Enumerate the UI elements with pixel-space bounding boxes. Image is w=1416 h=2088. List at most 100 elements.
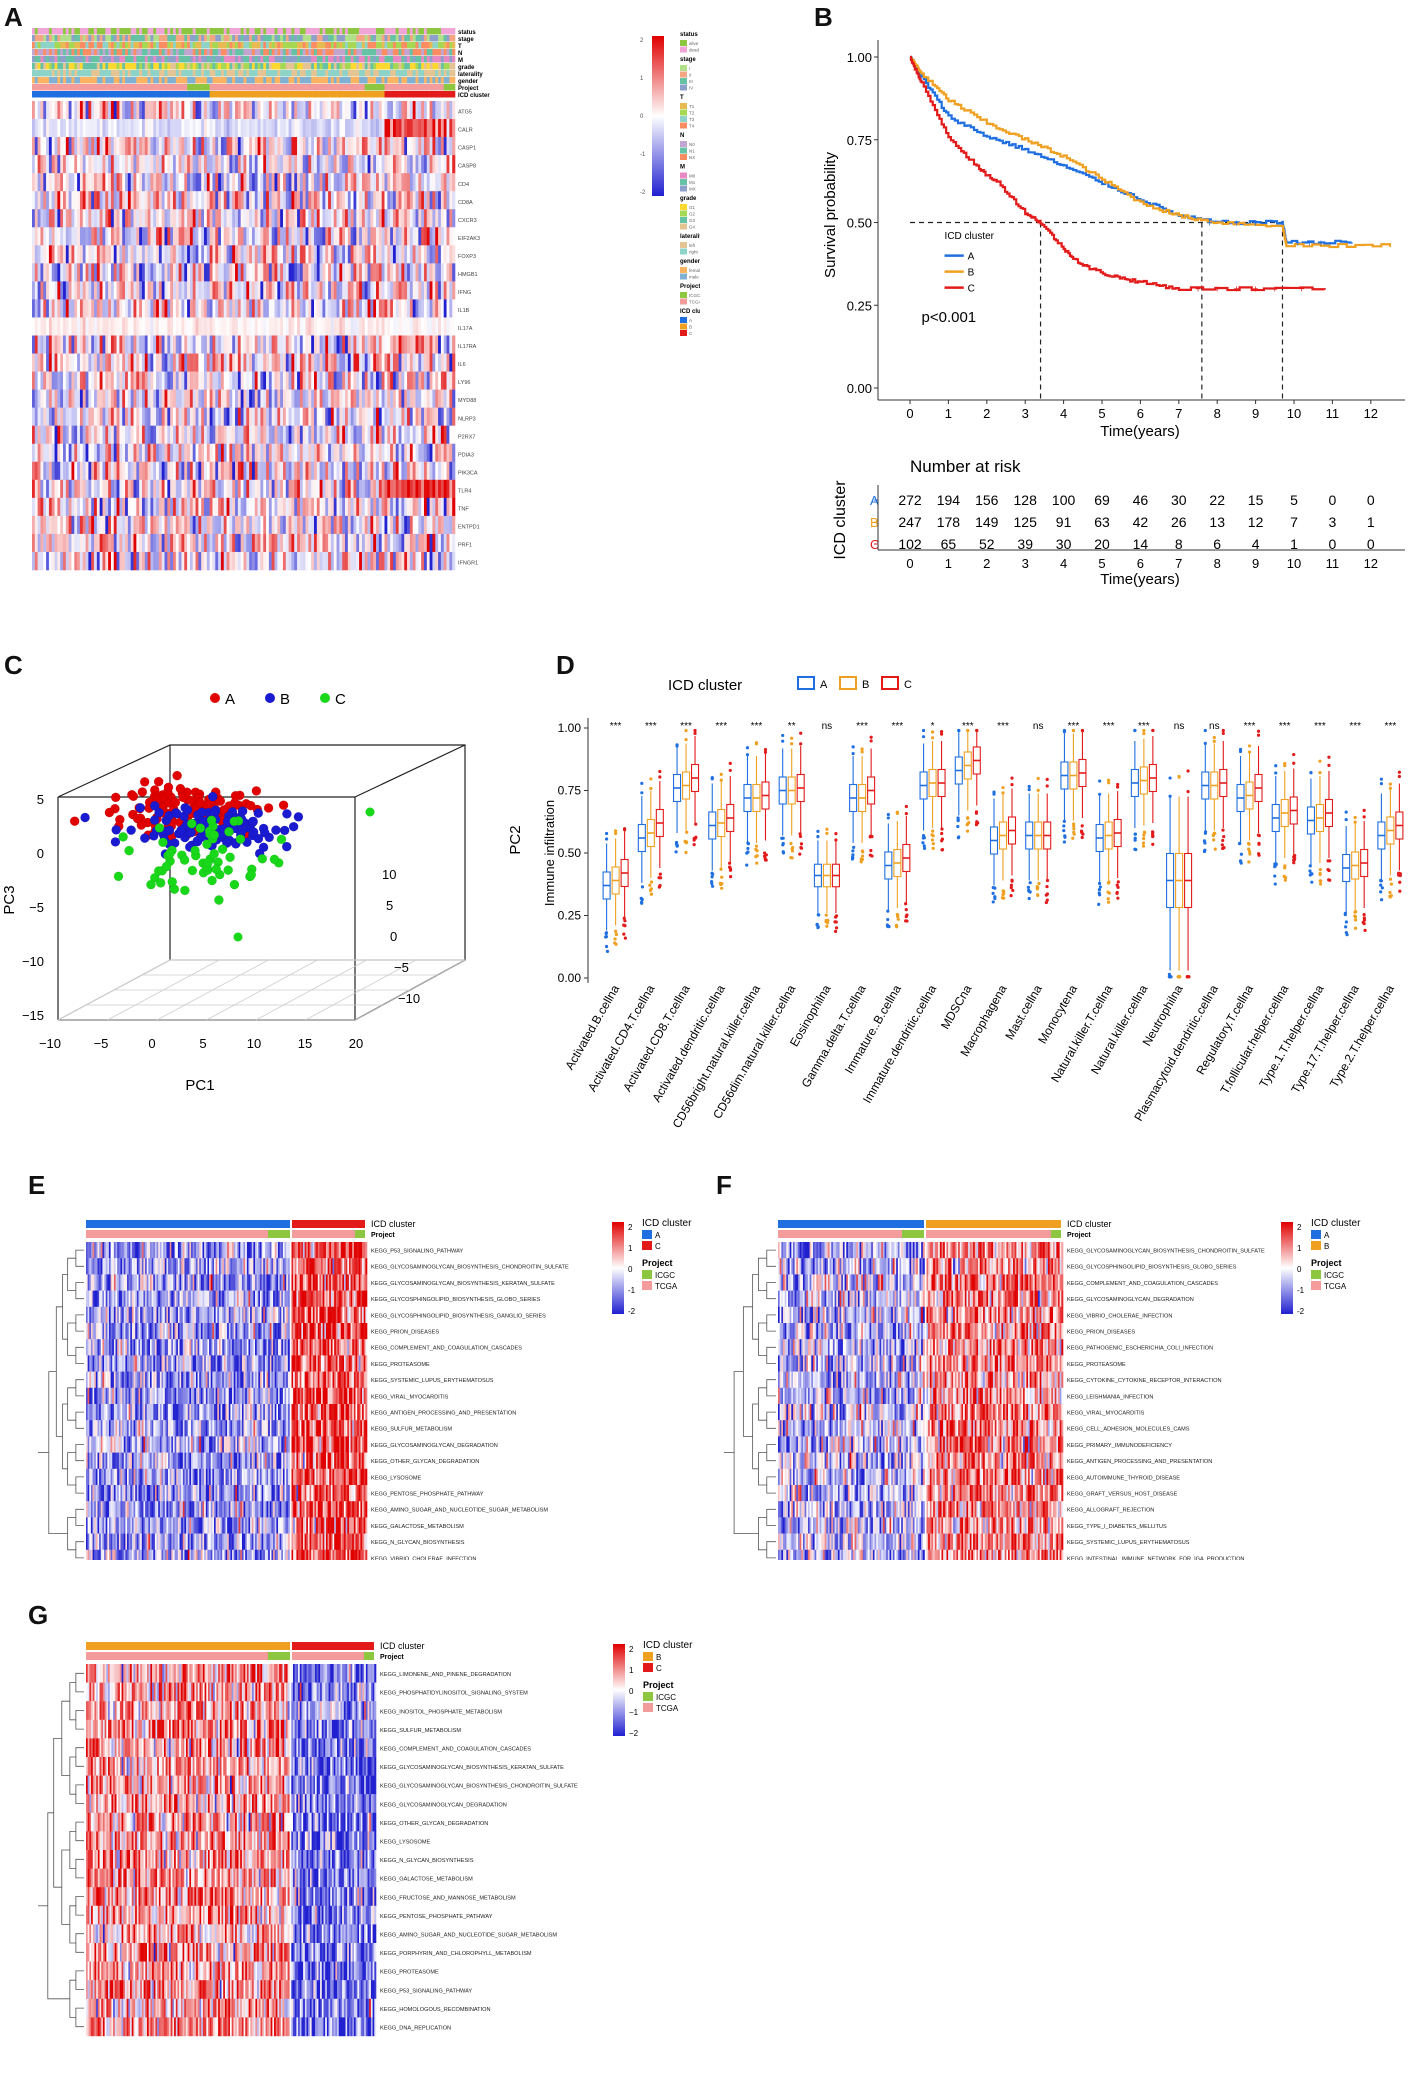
project-track-label: Project xyxy=(380,1654,404,1661)
legend-swatch xyxy=(1311,1281,1321,1290)
pc2-axis-title: PC2 xyxy=(507,825,524,854)
risk-value: 26 xyxy=(1171,514,1187,530)
outliers-A-6 xyxy=(815,829,821,930)
risk-value: 102 xyxy=(898,536,922,552)
gene-label-23: ENTPD1 xyxy=(458,525,480,531)
box-B-8 xyxy=(893,821,902,908)
significance-label: *** xyxy=(892,721,904,732)
legend-swatch xyxy=(680,204,687,210)
legend-label: B xyxy=(280,691,290,708)
box-B-0 xyxy=(611,838,620,926)
legend-item: A xyxy=(689,318,692,323)
pathway-label-19: KEGG_VIBRIO_CHOLERAE_INFECTION xyxy=(371,1556,476,1560)
outlier-point xyxy=(365,807,375,817)
pathway-label-5: KEGG_PRION_DISEASES xyxy=(1067,1330,1135,1336)
x-tick-label: 3 xyxy=(1022,406,1029,421)
legend-item: alive xyxy=(689,41,699,46)
box-B-7 xyxy=(858,756,867,843)
legend-label: B xyxy=(1324,1242,1329,1251)
outliers-C-4 xyxy=(762,748,768,862)
outliers-C-15 xyxy=(1150,728,1155,846)
legend-item: G2 xyxy=(689,212,696,217)
pathway-label-16: KEGG_AMINO_SUGAR_AND_NUCLEOTIDE_SUGAR_ME… xyxy=(371,1508,548,1514)
legend-title-9: ICD cluster xyxy=(680,309,700,315)
project-bar-right xyxy=(926,1230,1061,1238)
outliers-C-12 xyxy=(1044,777,1050,905)
scale-tick: -1 xyxy=(1297,1286,1305,1295)
project-bar-right-icgc xyxy=(355,1230,365,1238)
box-B-17 xyxy=(1210,743,1219,831)
outliers-B-3 xyxy=(718,772,724,890)
project-legend-title: Project xyxy=(643,1680,674,1690)
outliers-A-22 xyxy=(1379,777,1384,902)
legend-title-3: N xyxy=(680,133,684,139)
panel-label-a: A xyxy=(4,2,23,32)
legend-swatch xyxy=(680,273,687,280)
pathway-label-1: KEGG_GLYCOSPHINGOLIPID_BIOSYNTHESIS_GLOB… xyxy=(1067,1265,1237,1271)
risk-value: 194 xyxy=(937,492,961,508)
box-A-22 xyxy=(1377,793,1386,881)
x-tick-label: 4 xyxy=(1060,406,1067,421)
category-label: Gamma.delta.T.cellna xyxy=(799,982,869,1090)
legend-item: male xyxy=(689,275,699,280)
legend-item: MX xyxy=(689,187,696,192)
box-A-4 xyxy=(743,756,752,843)
panel-f-gsva-heatmap: ICD cluster Project KEGG_GLYCOSAMINOGLYCAN… xyxy=(724,1218,1361,1560)
outliers-C-5 xyxy=(798,731,804,856)
outliers-C-14 xyxy=(1115,782,1120,900)
legend-swatch xyxy=(680,84,687,91)
x-tick-label: 8 xyxy=(1214,406,1221,421)
box-B-11 xyxy=(998,793,1008,881)
points-cluster-c xyxy=(113,815,287,905)
box-A-5 xyxy=(778,748,787,836)
box-A-6 xyxy=(813,840,822,913)
legend-swatch xyxy=(680,267,687,273)
risk-value: 247 xyxy=(898,514,922,530)
legend-swatch xyxy=(680,292,687,298)
legend-swatch xyxy=(680,330,687,336)
pathway-label-13: KEGG_ANTIGEN_PROCESSING_AND_PRESENTATION xyxy=(1067,1459,1212,1465)
outliers-B-10 xyxy=(965,728,971,833)
gene-label-7: EIF2AK3 xyxy=(458,236,480,242)
gene-label-13: IL17RA xyxy=(458,344,477,350)
box-A-17 xyxy=(1201,743,1210,831)
outliers-B-1 xyxy=(648,777,654,896)
outliers-A-20 xyxy=(1308,770,1314,884)
y-tick-label: 0.25 xyxy=(558,909,582,923)
outliers-C-20 xyxy=(1326,755,1332,882)
outliers-B-18 xyxy=(1246,744,1252,864)
y-tick-label: 0.50 xyxy=(558,846,582,860)
legend-title-0: status xyxy=(680,32,698,38)
panel-label-e: E xyxy=(28,1170,46,1200)
risk-value: 65 xyxy=(941,536,957,552)
gene-label-9: HMGB1 xyxy=(458,272,478,278)
outliers-C-6 xyxy=(833,831,839,933)
legend-item: TCGA xyxy=(689,300,700,305)
curve-cluster-a xyxy=(909,55,1353,246)
pathway-label-3: KEGG_GLYCOSPHINGOLIPID_BIOSYNTHESIS_GLOB… xyxy=(371,1297,541,1303)
significance-label: *** xyxy=(1349,721,1361,732)
annotation-track-0 xyxy=(32,28,456,35)
annotation-track-3 xyxy=(32,49,456,56)
risk-x-tick-label: 7 xyxy=(1175,556,1182,571)
legend-swatch xyxy=(1311,1230,1321,1239)
legend-swatch xyxy=(680,323,687,330)
significance-label: ** xyxy=(788,721,796,732)
gene-label-25: IFNGR1 xyxy=(458,561,478,567)
pathway-label-5: KEGG_GLYCOSAMINOGLYCAN_BIOSYNTHESIS_KERA… xyxy=(380,1765,564,1771)
gene-label-24: PRF1 xyxy=(458,543,472,549)
x-tick-label: 10 xyxy=(1287,406,1301,421)
legend-swatch xyxy=(642,1281,652,1290)
legend-title-6: laterality xyxy=(680,234,700,240)
risk-value: 149 xyxy=(975,514,999,530)
censor-mark: + xyxy=(1233,285,1239,296)
pathway-label-0: KEGG_GLYCOSAMINOGLYCAN_BIOSYNTHESIS_CHON… xyxy=(1067,1249,1265,1255)
x-tick-label: 6 xyxy=(1137,406,1144,421)
legend-box xyxy=(881,676,899,690)
legend-label: ICGC xyxy=(655,1271,675,1280)
x-tick-label: 5 xyxy=(1098,406,1105,421)
risk-x-tick-label: 0 xyxy=(906,556,913,571)
risk-value: 52 xyxy=(979,536,995,552)
y-tick-label: 1.00 xyxy=(847,50,872,65)
censor-mark: + xyxy=(1195,285,1201,296)
